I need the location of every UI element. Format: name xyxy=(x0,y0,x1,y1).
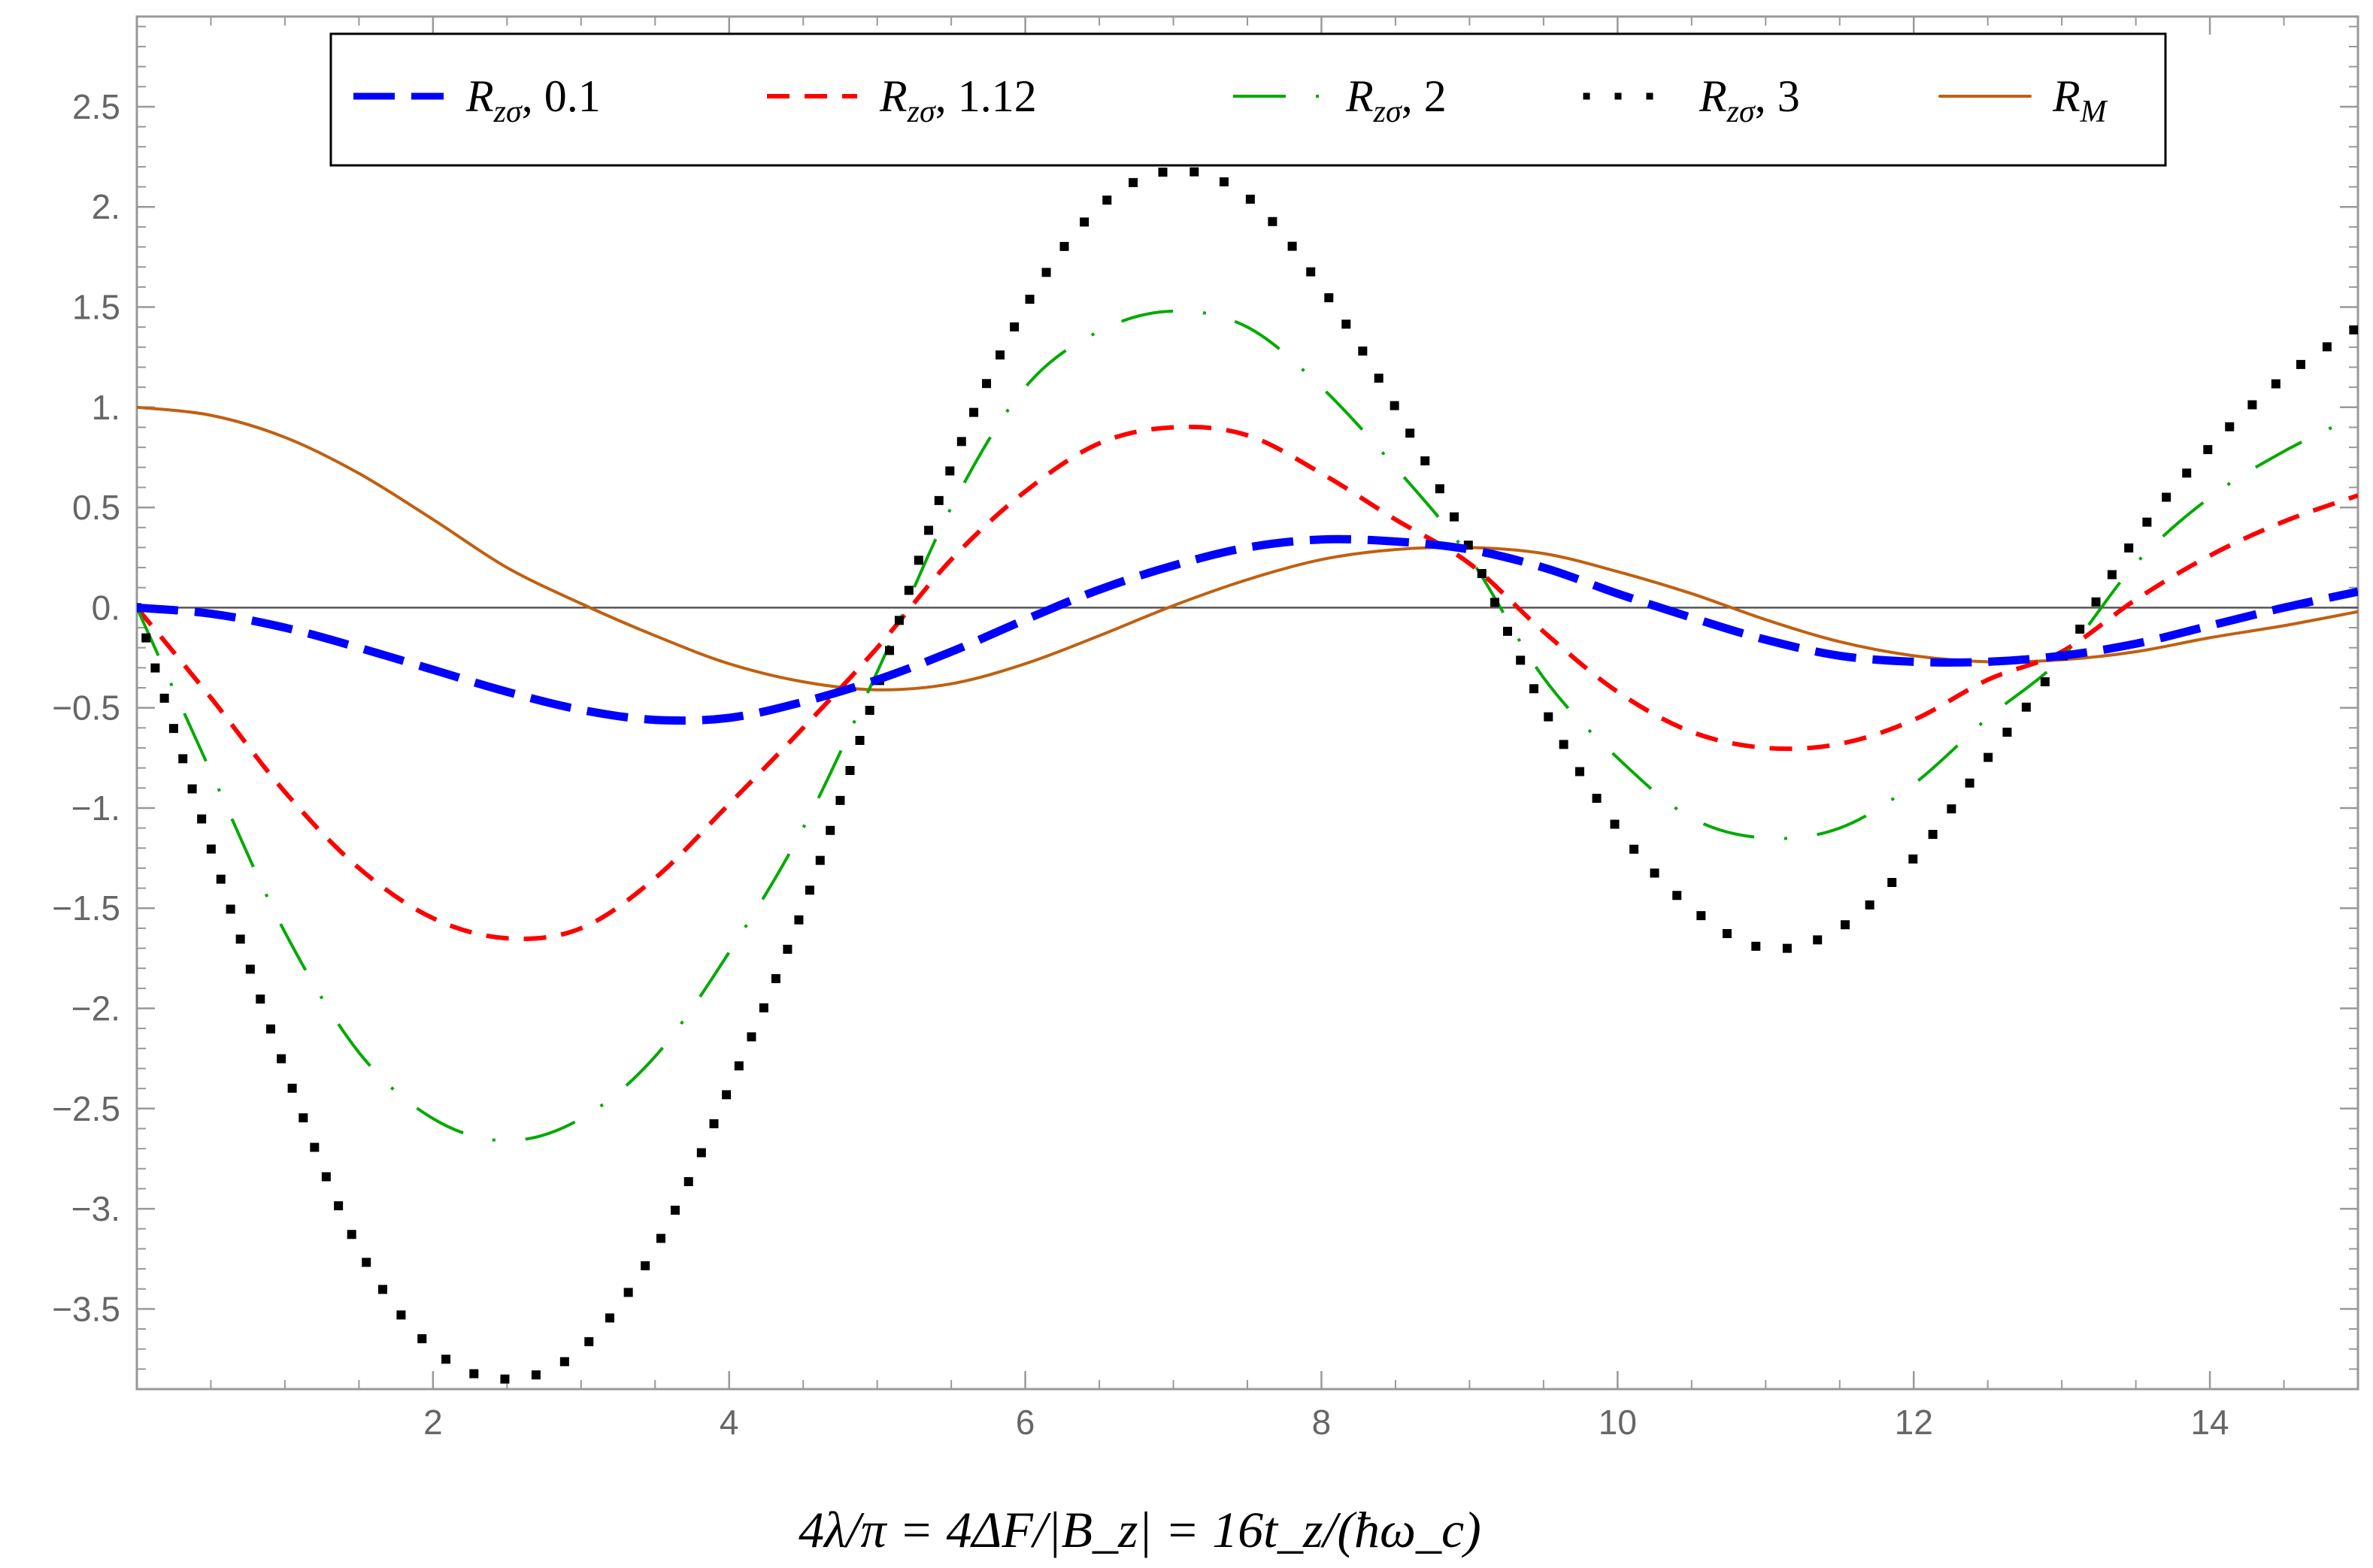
x-tick-label: 8 xyxy=(1312,1403,1332,1442)
y-tick-label: −2.5 xyxy=(52,1089,120,1128)
x-tick-label: 12 xyxy=(1895,1403,1933,1442)
y-tick-label: −3.5 xyxy=(52,1289,120,1328)
legend-label-2: Rzσ, 2 xyxy=(1345,71,1447,129)
x-tick-label: 4 xyxy=(720,1403,739,1442)
major-ticks xyxy=(137,17,2358,1389)
series-line-4 xyxy=(137,405,2358,692)
y-tick-label: −0.5 xyxy=(52,689,120,728)
x-tick-label: 6 xyxy=(1016,1403,1035,1442)
x-axis-title: 4λ/π = 4ΔF/|B_z| = 16t_z/(ħω_c) xyxy=(799,1501,1481,1558)
series-layer xyxy=(137,166,2358,1384)
x-tick-labels: 2 4 6 8 10 12 14 xyxy=(423,1403,2229,1442)
legend-box xyxy=(329,32,2167,167)
y-tick-label: −3. xyxy=(71,1189,120,1228)
y-tick-label: 2.5 xyxy=(72,87,120,126)
y-tick-label: 0.5 xyxy=(72,488,120,527)
y-tick-label: 1.5 xyxy=(72,288,120,327)
plot-frame xyxy=(135,15,2359,1391)
series-line-0 xyxy=(137,534,2358,725)
x-tick-label: 14 xyxy=(2190,1403,2229,1442)
legend-label-0: Rzσ, 0.1 xyxy=(465,71,601,129)
y-tick-label: 2. xyxy=(92,187,120,226)
series-line-1 xyxy=(137,424,2358,941)
y-tick-label: 1. xyxy=(92,388,120,427)
y-tick-label: −1. xyxy=(71,789,120,828)
y-tick-label: −2. xyxy=(71,989,120,1028)
minor-ticks xyxy=(137,17,2358,1390)
x-tick-label: 2 xyxy=(423,1403,443,1442)
y-tick-label: 0. xyxy=(92,588,120,627)
y-tick-label: −1.5 xyxy=(52,888,120,928)
legend-label-4: RM xyxy=(2052,71,2108,129)
y-tick-labels: 2.5 2. 1.5 1. 0.5 0. −0.5 −1. −1.5 −2. −2.5 −3. −3.5 xyxy=(52,87,120,1328)
x-tick-label: 10 xyxy=(1599,1403,1637,1442)
legend: Rzσ, 0.1 Rzσ, 1.12 Rzσ, 2 Rzσ, 3 RM xyxy=(329,32,2167,167)
legend-label-1: Rzσ, 1.12 xyxy=(879,71,1037,129)
legend-label-3: Rzσ, 3 xyxy=(1699,71,1800,129)
